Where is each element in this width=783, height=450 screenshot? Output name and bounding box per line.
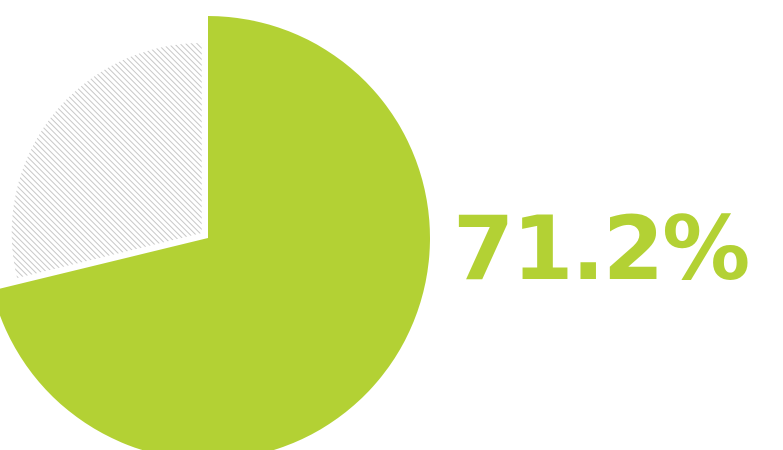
pie-slice-remainder — [12, 43, 202, 278]
percentage-label: 71.2% — [453, 205, 748, 293]
